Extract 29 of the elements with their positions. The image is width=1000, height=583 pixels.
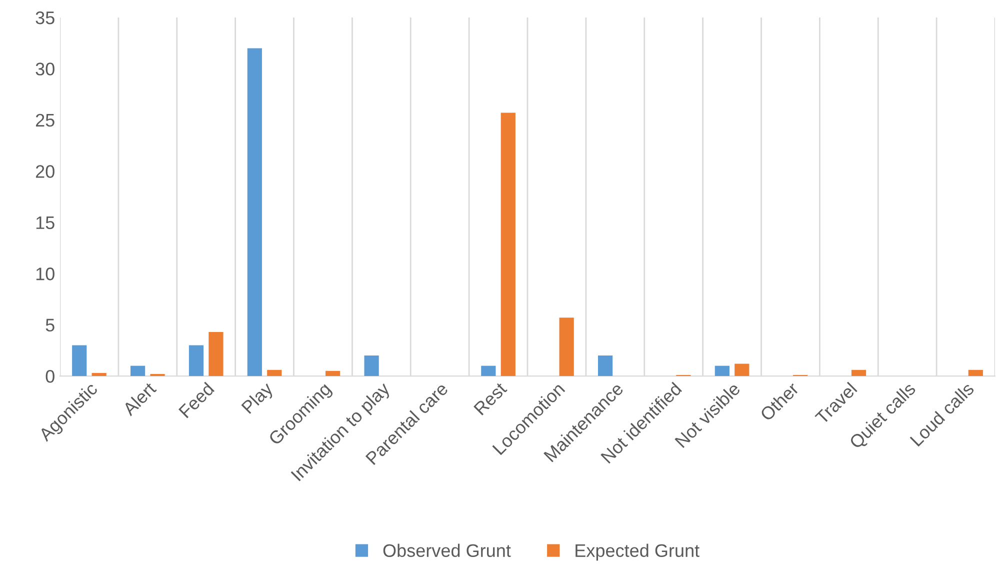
bar — [150, 374, 165, 376]
bar — [92, 372, 106, 376]
y-tick-label: 15 — [36, 216, 54, 230]
bar — [130, 366, 146, 376]
bar — [72, 345, 87, 376]
bar — [364, 356, 379, 376]
y-tick-label: 10 — [36, 268, 54, 280]
bar — [247, 48, 262, 376]
bar — [188, 345, 204, 376]
legend-label: Observed Grunt — [383, 544, 511, 557]
y-tick-label: 35 — [36, 11, 54, 24]
x-tick-label: Play — [240, 380, 276, 417]
bar — [734, 364, 750, 376]
y-tick-label: 0 — [46, 370, 54, 383]
y-tick-label: 30 — [36, 62, 54, 76]
y-tick-label: 20 — [36, 165, 54, 178]
bar — [500, 112, 516, 376]
y-tick-label: 5 — [46, 318, 54, 332]
bar — [714, 366, 730, 376]
bar — [851, 370, 866, 376]
bar — [208, 332, 224, 376]
bar — [481, 366, 496, 376]
bar — [598, 356, 613, 376]
bar — [559, 318, 574, 376]
bar — [267, 370, 282, 376]
bar — [968, 370, 983, 376]
bar — [326, 370, 340, 376]
legend-label: Expected Grunt — [576, 544, 700, 561]
y-tick-label: 25 — [36, 114, 54, 127]
